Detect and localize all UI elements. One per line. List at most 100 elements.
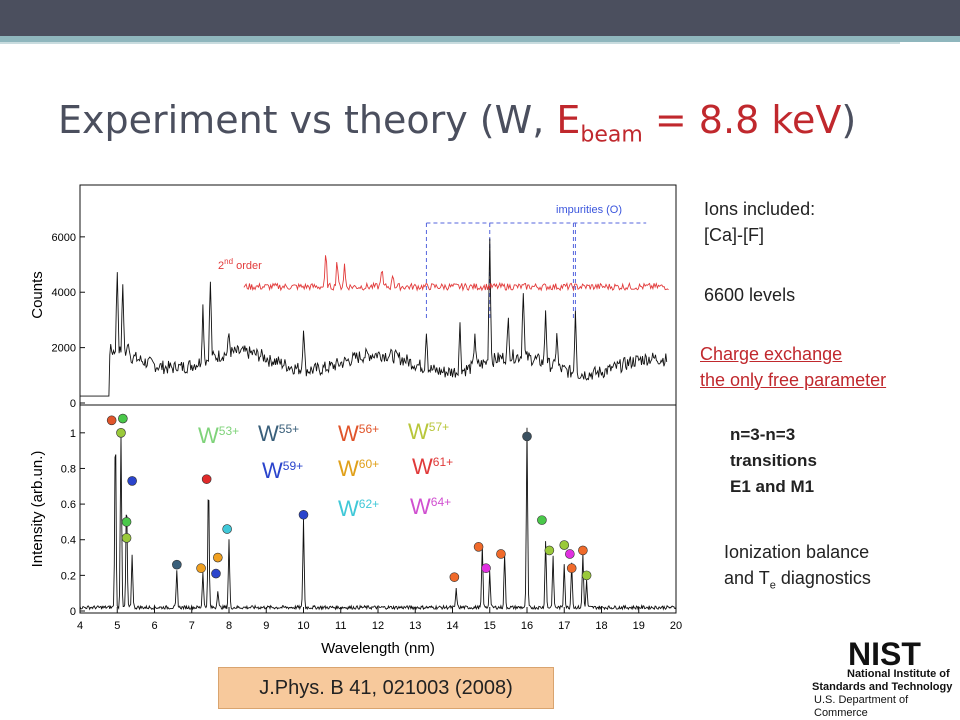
top-bar [0, 0, 960, 36]
ion-legend-item: W60+ [338, 456, 379, 481]
ion-marker [222, 524, 232, 534]
top-y-ticks: 0 2000 4000 6000 [52, 232, 85, 410]
cx-line-1[interactable]: Charge exchange [700, 344, 843, 364]
ion-legend-item: W61+ [412, 454, 453, 479]
ion-legend-item: W64+ [410, 494, 451, 519]
xtick-label: 5 [114, 620, 120, 632]
ion-legend-charge: 64+ [431, 495, 451, 509]
xtick-label: 19 [633, 620, 645, 632]
ion-marker [449, 572, 460, 582]
bottom-ytick-label: 1 [70, 428, 76, 440]
xtick-label: 20 [670, 620, 682, 632]
xtick-label: 18 [595, 620, 607, 632]
title-eq: = 8.8 keV [642, 98, 842, 142]
xtick-label: 12 [372, 620, 384, 632]
cx-line-2[interactable]: the only free parameter [700, 370, 887, 390]
ion-marker [581, 570, 592, 581]
ion-marker [127, 476, 137, 486]
title-close: ) [841, 98, 857, 142]
bottom-ytick-label: 0.6 [61, 499, 76, 511]
ions-note: Ions included: [Ca]-[F] [704, 196, 815, 248]
experiment-spectrum [80, 238, 668, 397]
nist-line-2: Standards and Technology [812, 681, 953, 693]
ion-legend-item: W57+ [408, 419, 449, 444]
ion-legend-item: W55+ [258, 421, 299, 446]
second-order-num: 2 [218, 260, 224, 272]
ion-marker [106, 415, 117, 426]
xtick-label: 16 [521, 620, 533, 632]
ion-marker [473, 542, 484, 552]
figure: 0 2000 4000 6000 0 0.2 0.4 0.6 0.8 1 4 5 6 7 8 9 10 11 12… [29, 183, 690, 668]
ion-legend-item: W62+ [338, 496, 379, 521]
theory-spectrum [79, 427, 677, 611]
nist-logo-text: NIST [848, 638, 921, 668]
trans-line-3: E1 and M1 [730, 477, 815, 496]
ion-legend-base: W [258, 421, 279, 446]
ion-marker [496, 549, 506, 559]
top-ytick-label: 2000 [52, 343, 76, 355]
ion-legend-base: W [408, 419, 429, 444]
ion-marker [522, 431, 532, 442]
bottom-ticks: 00.20.40.60.814 5 6 7 8 9 10 11 12 13 14 15 16 17 18 19… [61, 428, 682, 632]
xtick-label: 10 [297, 620, 309, 632]
ion-marker [544, 545, 555, 556]
bottom-ytick-label: 0 [70, 606, 76, 618]
ions-line-1: Ions included: [704, 199, 816, 219]
xtick-label: 8 [226, 620, 232, 632]
ion-legend-charge: 61+ [433, 455, 453, 469]
ion-marker [213, 552, 223, 563]
trans-line-2: transitions [730, 451, 817, 470]
ion-line-2-a: and T [724, 568, 770, 588]
ion-legend-base: W [338, 421, 359, 446]
charge-exchange-note: Charge exchange the only free parameter [700, 341, 886, 393]
ion-marker [121, 533, 132, 543]
ion-legend-charge: 60+ [359, 457, 379, 471]
ion-marker [211, 568, 221, 579]
ion-legend-charge: 55+ [279, 422, 299, 436]
title-e: E [556, 98, 581, 142]
nist-logo-icon: NIST [848, 638, 921, 668]
xtick-label: 14 [446, 620, 458, 632]
title-main: Experiment vs theory (W, [58, 98, 557, 142]
ion-marker [298, 509, 309, 520]
bottom-ytick-label: 0.2 [61, 570, 76, 582]
ion-legend-item: W56+ [338, 421, 379, 446]
bottom-ytick-label: 0.4 [61, 535, 76, 547]
ion-legend-base: W [412, 454, 433, 479]
top-ylabel: Counts [30, 271, 46, 319]
ion-marker [559, 540, 570, 550]
xtick-label: 9 [263, 620, 269, 632]
ion-marker [116, 428, 126, 438]
impurity-lines [425, 222, 647, 319]
ionization-note: Ionization balance and Te diagnostics [724, 539, 871, 599]
slide-title: Experiment vs theory (W, Ebeam = 8.8 keV… [58, 98, 856, 148]
xtick-label: 17 [558, 620, 570, 632]
ion-legend-item: W53+ [198, 423, 239, 448]
title-sub: beam [580, 122, 643, 148]
xtick-label: 15 [484, 620, 496, 632]
second-order-label: 2nd order [218, 257, 262, 272]
transitions-note: n=3-n=3 transitions E1 and M1 [730, 422, 817, 500]
ion-marker [196, 563, 206, 574]
ion-marker [121, 517, 132, 527]
ion-line-2-end: diagnostics [775, 568, 871, 588]
ion-marker [172, 559, 182, 570]
ion-marker [566, 563, 577, 574]
xlabel: Wavelength (nm) [321, 640, 435, 657]
top-ytick-label: 0 [70, 398, 76, 410]
ion-legend-base: W [262, 458, 283, 483]
nist-line-3: U.S. Department of Commerce [814, 694, 909, 719]
ion-legend-base: W [338, 496, 359, 521]
ion-marker [118, 413, 128, 424]
ion-legend-base: W [198, 423, 219, 448]
ion-marker [578, 545, 588, 556]
ion-legend-item: W59+ [262, 458, 303, 483]
ion-legend-charge: 57+ [429, 420, 449, 434]
ion-marker [565, 549, 575, 559]
ion-line-1: Ionization balance [724, 542, 870, 562]
top-ytick-label: 4000 [52, 287, 76, 299]
xtick-label: 4 [77, 620, 83, 632]
bottom-ytick-label: 0.8 [61, 463, 76, 475]
nist-text: National Institute of Standards and Tech… [812, 668, 960, 720]
ion-legend-charge: 62+ [359, 497, 379, 511]
